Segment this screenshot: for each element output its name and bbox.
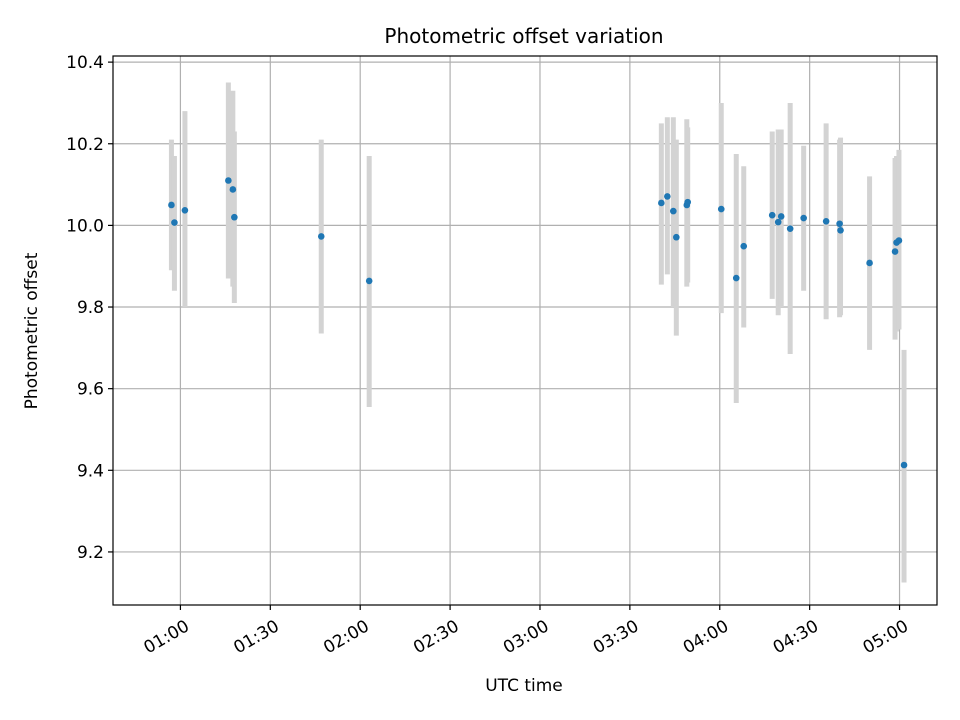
data-point (732, 274, 740, 282)
data-point (225, 177, 232, 184)
data-point (168, 201, 175, 209)
chart-title: Photometric offset variation (384, 24, 663, 48)
data-point (717, 205, 725, 213)
data-point (229, 186, 237, 193)
data-point (231, 213, 238, 221)
data-point (658, 199, 665, 207)
data-point (822, 218, 830, 225)
data-point (836, 220, 843, 228)
data-point (900, 461, 908, 469)
data-point (837, 226, 844, 234)
x-tick-label: 03:30 (590, 616, 642, 658)
data-point (891, 248, 899, 255)
plot-frame (112, 55, 938, 606)
data-point (171, 219, 178, 226)
data-point (317, 233, 325, 240)
data-point (181, 206, 189, 214)
y-tick-label: 9.4 (77, 461, 104, 481)
data-point (777, 213, 785, 220)
data-point (768, 211, 776, 219)
x-tick-label: 02:30 (410, 616, 462, 658)
data-point (684, 198, 692, 206)
y-tick-label: 10.0 (66, 216, 104, 236)
data-point (895, 237, 903, 244)
x-tick-label: 05:00 (860, 616, 912, 658)
data-point (800, 214, 807, 222)
y-tick-label: 10.4 (66, 53, 104, 73)
x-tick-label: 03:00 (500, 616, 552, 658)
error-bars (168, 82, 907, 583)
x-tick-label: 04:30 (770, 616, 822, 658)
data-points (168, 177, 908, 469)
x-tick-label: 01:00 (140, 616, 192, 658)
x-tick-label: 04:00 (680, 616, 732, 658)
x-tick-label: 01:30 (230, 616, 282, 658)
grid (113, 56, 937, 605)
y-tick-label: 9.8 (77, 298, 104, 318)
y-tick-label: 9.6 (77, 380, 104, 400)
y-axis-label: Photometric offset (22, 252, 42, 409)
data-point (740, 242, 748, 250)
x-tick-label: 02:00 (320, 616, 372, 658)
data-point (670, 207, 677, 215)
y-tick-label: 10.2 (66, 135, 104, 155)
data-point (664, 193, 671, 200)
data-point (786, 225, 794, 232)
data-point (774, 218, 782, 226)
x-axis-label: UTC time (485, 676, 563, 696)
data-point (866, 259, 873, 267)
data-point (365, 277, 373, 285)
y-tick-label: 9.2 (77, 543, 104, 563)
data-point (673, 233, 680, 241)
